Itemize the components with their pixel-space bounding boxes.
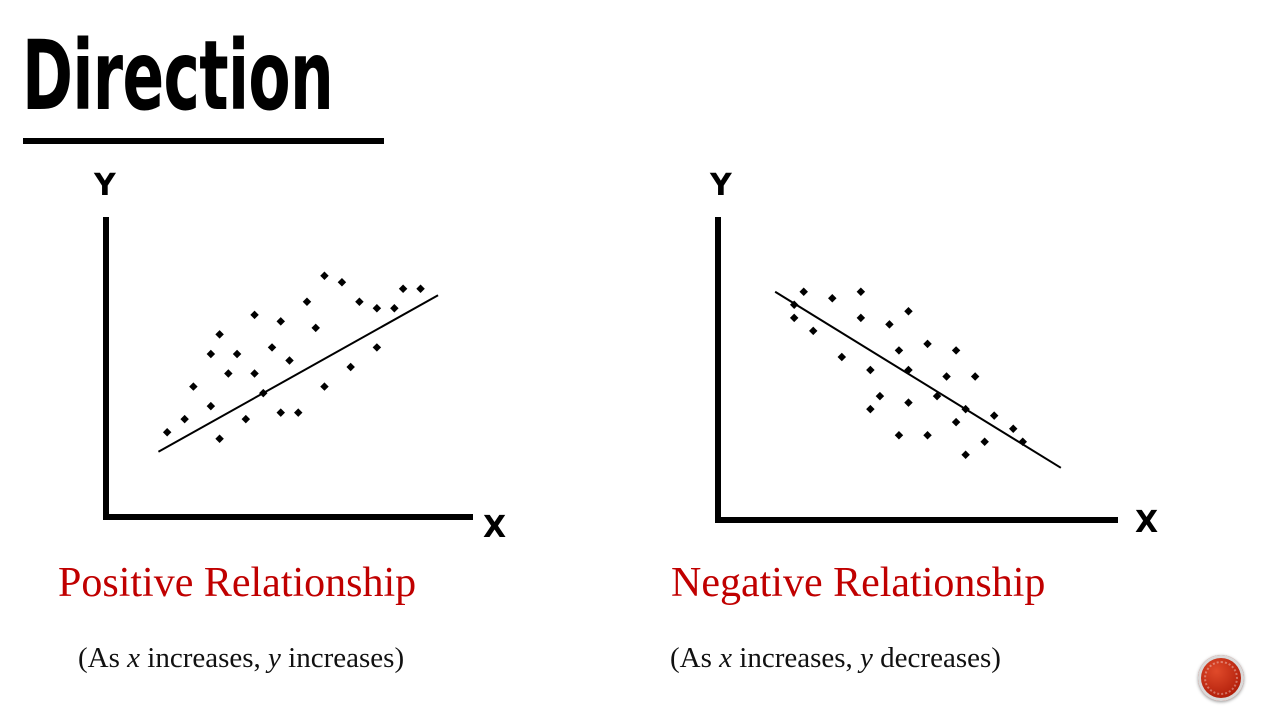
scatter-point: [276, 408, 286, 417]
scatter-point: [989, 411, 999, 420]
scatter-point: [837, 352, 847, 362]
negative-relationship-label: Negative Relationship: [671, 560, 1046, 606]
slide-number-circle-icon: [1198, 655, 1244, 701]
negative-relationship-description: (As x increases, y decreases): [670, 638, 1001, 678]
scatter-point: [311, 323, 320, 333]
scatter-point: [799, 287, 808, 296]
chart-axes: [103, 217, 473, 520]
scatter-point: [180, 414, 189, 424]
desc-var-y: y: [860, 642, 873, 674]
desc-text: (As: [78, 642, 128, 674]
scatter-point: [215, 434, 224, 443]
scatter-point: [789, 313, 799, 323]
scatter-point: [894, 430, 904, 440]
desc-text: increases,: [140, 642, 269, 674]
scatter-point: [1018, 437, 1028, 446]
scatter-point: [250, 369, 259, 378]
scatter-point: [293, 408, 303, 417]
scatter-point: [250, 310, 259, 320]
scatter-point: [904, 307, 913, 316]
scatter-point: [285, 356, 294, 365]
scatter-point: [372, 343, 382, 352]
scatter-point: [942, 372, 951, 381]
scatter-point: [215, 330, 224, 339]
scatter-point: [320, 271, 329, 280]
scatter-point: [206, 349, 216, 359]
scatter-point: [372, 304, 382, 313]
chart-marks: [157, 271, 439, 453]
scatter-point: [232, 349, 242, 359]
scatter-point: [355, 297, 364, 307]
trend-line: [157, 294, 439, 453]
scatter-point: [980, 437, 989, 446]
title-underline: [23, 138, 384, 144]
desc-text: decreases): [872, 642, 1001, 674]
scatter-point: [206, 401, 216, 411]
y-axis-label: Y: [93, 168, 117, 203]
desc-var-y: y: [268, 642, 281, 674]
positive-scatter-chart: Y X: [93, 168, 506, 545]
scatter-point: [951, 346, 961, 355]
trend-line: [774, 290, 1062, 469]
scatter-point: [808, 326, 818, 336]
scatter-point: [398, 284, 408, 293]
positive-relationship-label: Positive Relationship: [58, 560, 417, 606]
scatter-point: [875, 391, 885, 401]
scatter-point: [904, 365, 913, 375]
scatter-point: [1008, 424, 1018, 433]
positive-relationship-description: (As x increases, y increases): [78, 638, 404, 678]
scatter-point: [828, 294, 837, 303]
desc-text: (As: [670, 642, 720, 674]
scatter-point: [276, 317, 286, 326]
desc-var-x: x: [719, 642, 733, 674]
scatter-point: [904, 398, 913, 407]
scatter-point: [932, 391, 942, 401]
x-axis-label: X: [483, 510, 506, 545]
slide-title: Direction: [22, 20, 334, 132]
scatter-point: [856, 287, 866, 296]
desc-text: increases): [280, 642, 405, 674]
scatter-point: [961, 404, 970, 414]
desc-text: increases,: [732, 642, 861, 674]
scatter-point: [320, 382, 329, 391]
scatter-point: [267, 343, 277, 352]
scatter-point: [416, 284, 425, 293]
scatter-point: [894, 346, 904, 355]
scatter-point: [241, 414, 251, 424]
scatter-point: [970, 372, 980, 381]
y-axis-label: Y: [709, 168, 733, 203]
scatter-point: [789, 300, 799, 310]
scatter-point: [224, 369, 233, 378]
scatter-point: [866, 365, 875, 375]
scatter-point: [302, 297, 312, 307]
scatter-point: [337, 277, 347, 287]
x-axis-label: X: [1135, 505, 1158, 540]
chart-axes: [715, 217, 1118, 523]
desc-var-x: x: [127, 642, 141, 674]
scatter-point: [162, 427, 172, 437]
scatter-point: [346, 362, 355, 372]
scatter-point: [923, 430, 932, 440]
scatter-point: [259, 388, 268, 398]
scatter-point: [390, 304, 399, 313]
scatter-point: [885, 320, 894, 329]
negative-scatter-chart: Y X: [709, 168, 1158, 540]
scatter-point: [961, 450, 970, 460]
chart-marks: [774, 287, 1062, 469]
scatter-point: [951, 417, 961, 427]
scatter-point: [866, 404, 875, 414]
scatter-point: [189, 382, 198, 391]
scatter-point: [923, 339, 932, 349]
scatter-point: [856, 313, 866, 323]
